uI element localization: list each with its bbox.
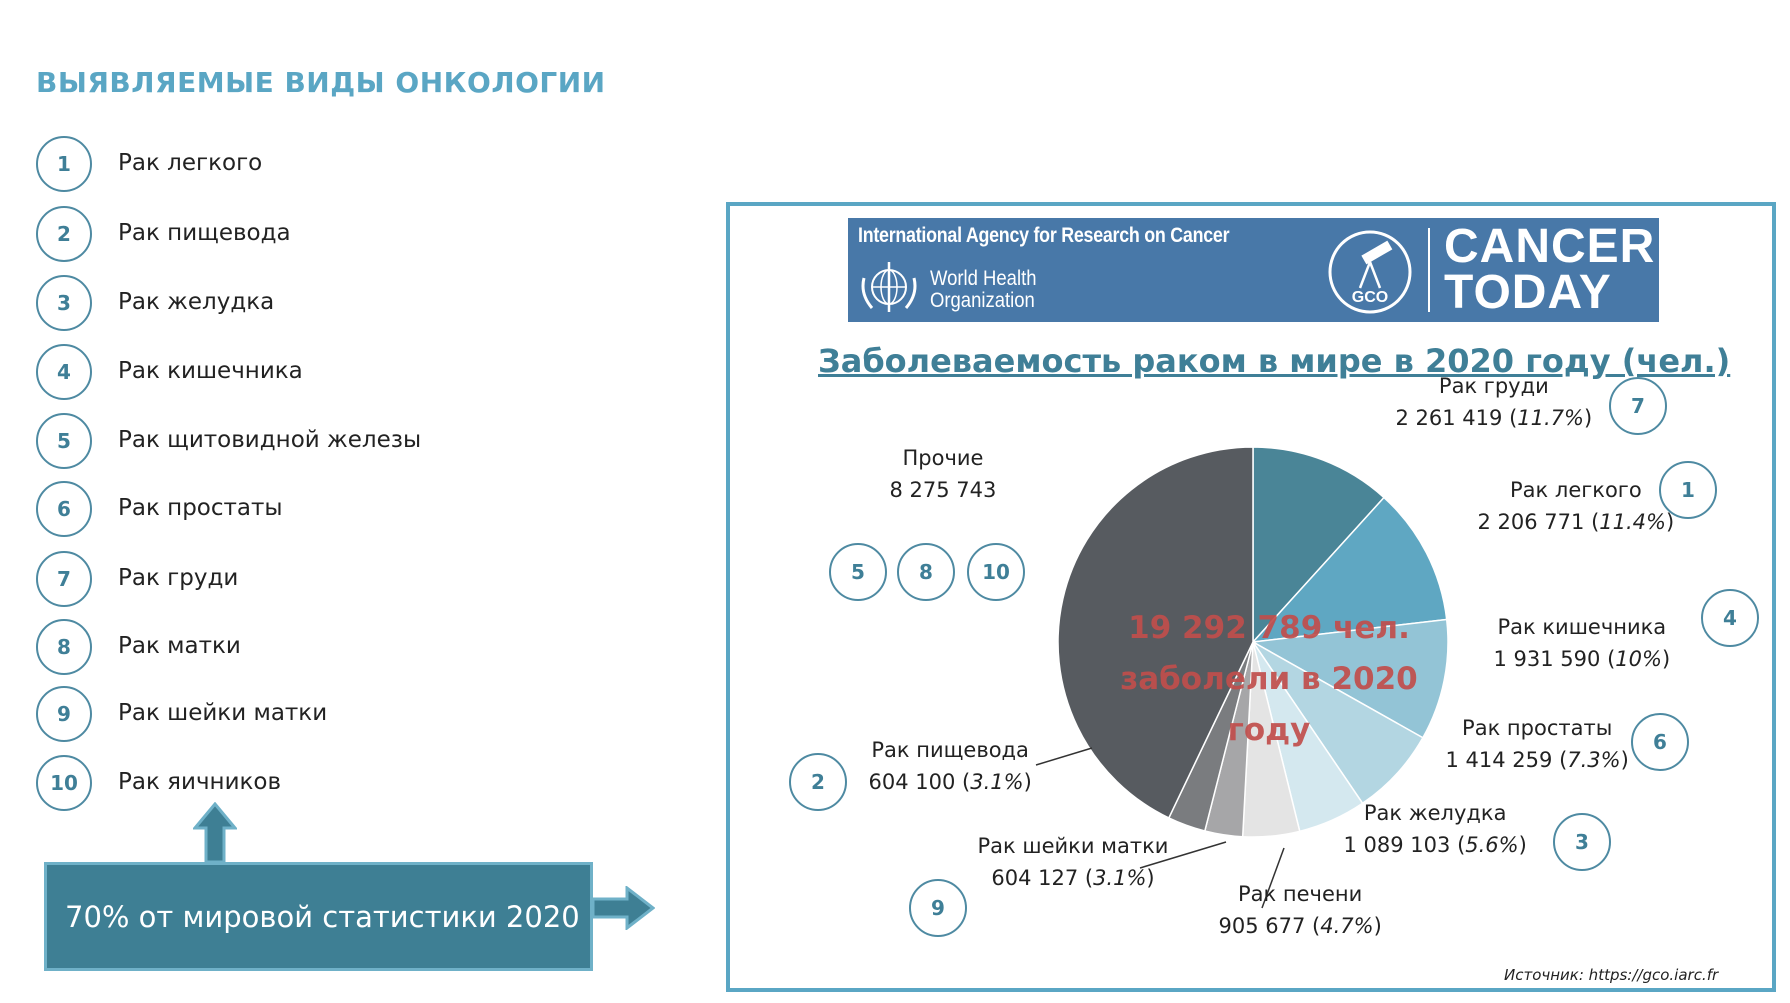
who-text: World Health Organization — [930, 267, 1037, 312]
slice-value: 2 206 771 — [1477, 510, 1585, 534]
pie-slice — [1250, 618, 1449, 739]
slice-label: Рак печени 905 677 (4.7%) — [1219, 878, 1382, 942]
slice-number-badge: 10 — [967, 543, 1025, 601]
slice-number-badge: 2 — [789, 753, 847, 811]
slice-number-badge: 7 — [1609, 377, 1667, 435]
slice-percent: 10% — [1615, 647, 1662, 671]
slice-number-badge: 4 — [1701, 589, 1759, 647]
slice-percent: 5.6% — [1465, 833, 1519, 857]
list-item-label: Рак пищевода — [118, 220, 291, 246]
slice-label-value: 8 275 743 — [890, 474, 997, 506]
slice-label-name: Рак кишечника — [1497, 615, 1667, 639]
number-badge: 2 — [36, 206, 92, 262]
number-badge: 3 — [36, 275, 92, 331]
slice-value: 1 089 103 — [1343, 833, 1451, 857]
slice-label: Рак простаты 1 414 259 (7.3%) — [1446, 712, 1629, 776]
who-logo-icon — [861, 262, 917, 312]
svg-text:GCO: GCO — [1352, 289, 1388, 306]
list-item-label: Рак простаты — [118, 495, 283, 521]
slice-label-name: Рак пищевода — [871, 738, 1029, 762]
slice-label: Рак груди 2 261 419 (11.7%) — [1396, 370, 1593, 434]
slice-label: Рак легкого 2 206 771 (11.4%) — [1478, 474, 1675, 538]
slice-percent: 7.3% — [1567, 748, 1621, 772]
world-stat-box: 70% от мировой статистики 2020 — [44, 862, 593, 971]
slice-value: 8 275 743 — [889, 478, 997, 502]
leader-line-cervix — [1139, 841, 1227, 869]
slice-number-badge: 1 — [1659, 461, 1717, 519]
slice-label: Рак кишечника 1 931 590 (10%) — [1494, 611, 1671, 675]
slice-label-name: Рак простаты — [1462, 716, 1613, 740]
slice-value: 2 261 419 — [1395, 406, 1503, 430]
number-badge: 1 — [36, 136, 92, 192]
slice-number-badge: 5 — [829, 543, 887, 601]
list-item-label: Рак легкого — [118, 150, 263, 176]
arrow-right-icon — [591, 886, 655, 930]
slice-label-name: Рак печени — [1238, 882, 1363, 906]
slice-value: 604 127 — [991, 866, 1079, 890]
source-note: Источник: https://gco.iarc.fr — [1504, 966, 1719, 984]
slice-label-value: 604 100 (3.1%) — [868, 770, 1032, 794]
cancer-today-text: CANCER TODAY — [1444, 220, 1656, 319]
slice-percent: 4.7% — [1320, 914, 1374, 938]
slice-label-name: Рак груди — [1438, 374, 1549, 398]
slice-label-name: Рак шейки матки — [977, 834, 1169, 858]
slice-percent: 11.7% — [1517, 406, 1584, 430]
list-item-label: Рак яичников — [118, 769, 282, 795]
number-badge: 6 — [36, 481, 92, 537]
section-title: ВЫЯВЛЯЕМЫЕ ВИДЫ ОНКОЛОГИИ — [36, 66, 606, 99]
leader-line-esophagus — [1035, 747, 1093, 766]
pie-slice — [1252, 446, 1386, 644]
slice-percent: 3.1% — [970, 770, 1024, 794]
gco-telescope-icon: GCO — [1328, 230, 1412, 314]
slice-number-badge: 9 — [909, 879, 967, 937]
list-item-label: Рак груди — [118, 565, 239, 591]
slice-label-value: 604 127 (3.1%) — [991, 866, 1155, 890]
slice-label-value: 1 931 590 (10%) — [1493, 647, 1671, 671]
slice-label: Рак желудка 1 089 103 (5.6%) — [1344, 797, 1527, 861]
chart-frame — [726, 202, 1776, 992]
iarc-text: International Agency for Research on Can… — [858, 224, 1230, 247]
slice-label-name: Рак легкого — [1510, 478, 1642, 502]
slice-label: Прочие 8 275 743 — [890, 442, 997, 506]
slice-percent: 11.4% — [1599, 510, 1666, 534]
number-badge: 4 — [36, 344, 92, 400]
slice-label: Рак пищевода 604 100 (3.1%) — [869, 734, 1032, 798]
slice-number-badge: 6 — [1631, 713, 1689, 771]
pie-center-text: 19 292 789 чел. заболели в 2020 году — [1120, 610, 1418, 748]
world-stat-text: 70% от мировой статистики 2020 — [65, 899, 580, 934]
slice-value: 905 677 — [1218, 914, 1306, 938]
pie-slice — [1251, 496, 1448, 643]
banner-divider — [1428, 228, 1430, 312]
slice-value: 1 414 259 — [1445, 748, 1553, 772]
leader-line-liver — [1261, 847, 1285, 909]
list-item-label: Рак кишечника — [118, 358, 303, 384]
slice-label-name: Прочие — [902, 446, 984, 470]
number-badge: 9 — [36, 686, 92, 742]
slice-label-value: 1 089 103 (5.6%) — [1343, 833, 1527, 857]
slice-label-value: 905 677 (4.7%) — [1218, 914, 1382, 938]
cancer-today-banner: International Agency for Research on Can… — [848, 218, 1659, 322]
slice-value: 1 931 590 — [1493, 647, 1601, 671]
pie-slice — [1057, 446, 1254, 819]
list-item-label: Рак щитовидной железы — [118, 427, 422, 453]
list-item-label: Рак шейки матки — [118, 700, 328, 726]
number-badge: 8 — [36, 619, 92, 675]
slice-percent: 3.1% — [1093, 866, 1147, 890]
slice-label: Рак шейки матки 604 127 (3.1%) — [978, 830, 1169, 894]
number-badge: 5 — [36, 413, 92, 469]
number-badge: 10 — [36, 755, 92, 811]
slice-value: 604 100 — [868, 770, 956, 794]
slice-number-badge: 8 — [897, 543, 955, 601]
slice-label-value: 1 414 259 (7.3%) — [1445, 748, 1629, 772]
slice-label-value: 2 206 771 (11.4%) — [1477, 510, 1675, 534]
list-item-label: Рак желудка — [118, 289, 275, 315]
list-item-label: Рак матки — [118, 633, 241, 659]
chart-title: Заболеваемость раком в мире в 2020 году … — [818, 342, 1731, 380]
slice-label-name: Рак желудка — [1363, 801, 1507, 825]
slice-number-badge: 3 — [1553, 813, 1611, 871]
number-badge: 7 — [36, 551, 92, 607]
leader-lines — [1035, 747, 1285, 909]
slice-label-value: 2 261 419 (11.7%) — [1395, 406, 1593, 430]
